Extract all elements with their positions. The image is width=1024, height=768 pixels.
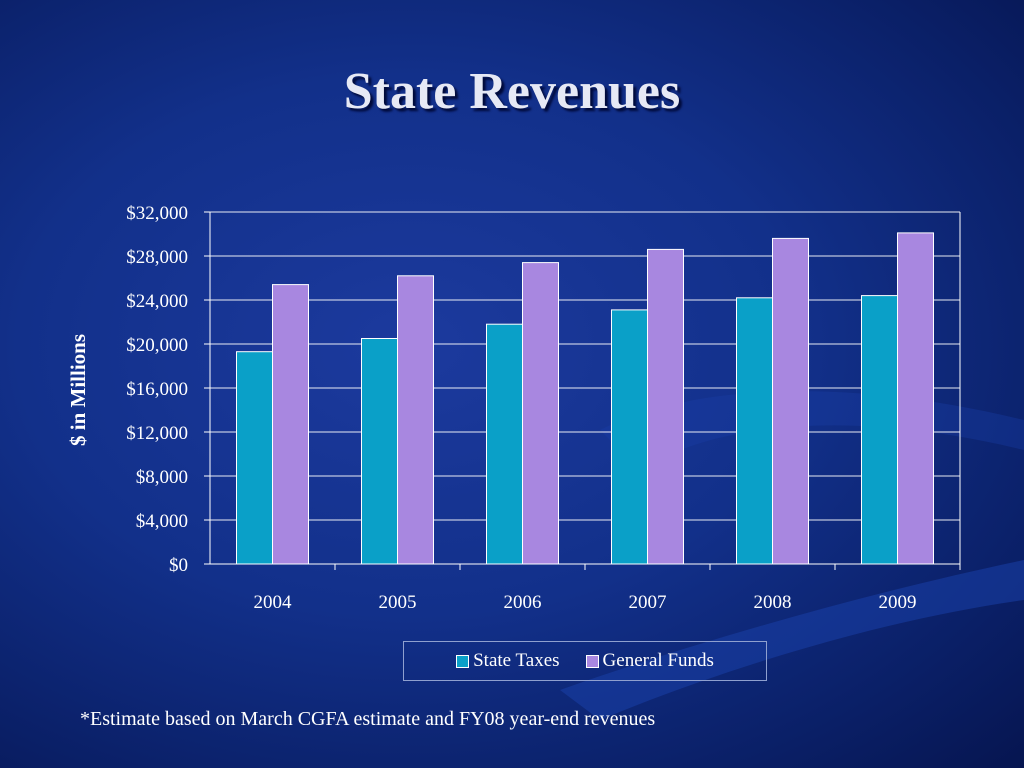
bar-state-taxes-2004 [236, 351, 273, 565]
x-tick-label: 2006 [504, 592, 542, 613]
bar-state-taxes-2007 [611, 309, 648, 565]
legend-swatch-general-funds [585, 654, 599, 668]
x-tick-labels: 2004 2005 2006 2007 2008 2009 [254, 592, 917, 613]
x-tick-label: 2005 [379, 592, 417, 613]
bar-general-funds-2004 [272, 284, 309, 565]
bar-general-funds-2009 [897, 232, 934, 565]
gridlines [204, 211, 960, 565]
y-tick-label: $12,000 [126, 423, 188, 444]
y-tick-label: $16,000 [126, 379, 188, 400]
x-tick-label: 2007 [629, 592, 667, 613]
x-tick-label: 2004 [254, 592, 293, 613]
y-tick-label: $28,000 [126, 247, 188, 268]
y-tick-label: $0 [169, 555, 188, 576]
bar-state-taxes-2006 [486, 323, 523, 565]
bar-state-taxes-2009 [861, 295, 898, 565]
x-tick-label: 2009 [879, 592, 917, 613]
bar-general-funds-2007 [647, 248, 684, 565]
x-tick-label: 2008 [754, 592, 792, 613]
chart-legend: State Taxes General Funds [403, 641, 767, 681]
legend-label-general-funds: General Funds [602, 650, 714, 671]
y-tick-label: $8,000 [136, 467, 188, 488]
bars [236, 232, 934, 565]
y-tick-label: $4,000 [136, 511, 188, 532]
footnote: *Estimate based on March CGFA estimate a… [80, 708, 656, 730]
bar-state-taxes-2008 [736, 297, 773, 565]
legend-swatch-state-taxes [456, 654, 470, 668]
bar-general-funds-2006 [522, 262, 559, 565]
legend-label-state-taxes: State Taxes [473, 650, 560, 671]
y-tick-labels: $0 $4,000 $8,000 $12,000 $16,000 $20,000 $24,0… [126, 203, 188, 576]
slide-title: State Revenues [343, 63, 681, 120]
y-tick-label: $24,000 [126, 291, 188, 312]
legend-item-state-taxes: State Taxes [456, 650, 560, 672]
axes [209, 212, 961, 570]
y-axis-title: $ in Millions [66, 334, 90, 446]
bar-general-funds-2005 [397, 275, 434, 565]
y-tick-label: $20,000 [126, 335, 188, 356]
bar-general-funds-2008 [772, 237, 809, 565]
bar-chart: $ in Millions $0 $4,000 $8,000 $12,000 $16,0… [66, 203, 961, 613]
y-tick-label: $32,000 [126, 203, 188, 224]
bar-state-taxes-2005 [361, 338, 398, 565]
legend-item-general-funds: General Funds [585, 650, 714, 672]
